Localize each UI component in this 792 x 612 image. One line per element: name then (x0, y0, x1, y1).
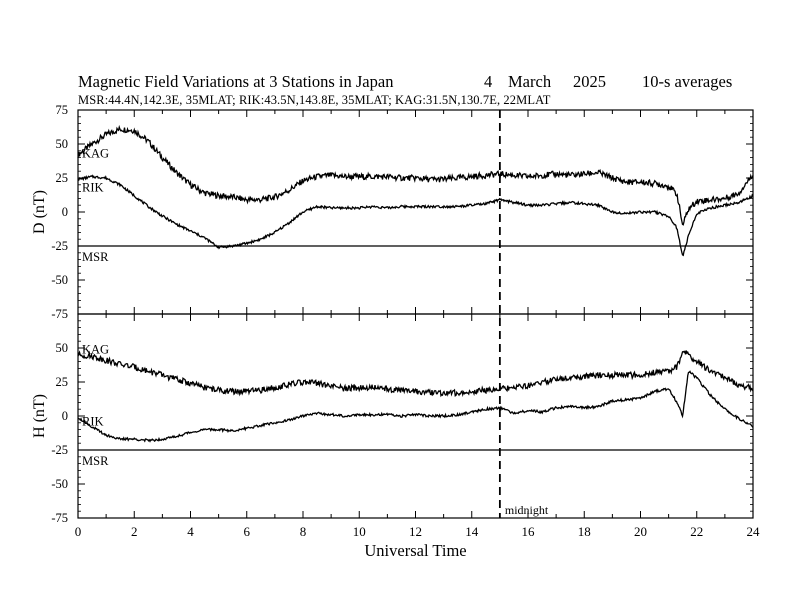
series-label-msr-h: MSR (82, 454, 109, 468)
panel-declination: 75 50 25 0 -25 -50 -75 D (nT) KAG RIK MSR (31, 103, 754, 321)
chart-day: 4 (484, 72, 493, 91)
annotation-midnight: midnight (505, 503, 549, 517)
series-line-rik-d (77, 174, 754, 257)
ytick-label-d: 0 (62, 205, 68, 219)
xlabel: Universal Time (364, 541, 466, 560)
xtick-label: 16 (522, 524, 536, 539)
ytick-label-d: -25 (51, 239, 68, 253)
xtick-label: 6 (244, 524, 251, 539)
ytick-label-d: -50 (51, 273, 68, 287)
ytick-label-h: 50 (56, 341, 69, 355)
series-line-kag-d (77, 124, 754, 226)
ytick-label-h: 25 (56, 375, 69, 389)
ytick-label-h: -25 (51, 443, 68, 457)
ytick-label-d: 75 (56, 103, 69, 117)
series-line-kag-h (77, 350, 754, 398)
xtick-label: 10 (353, 524, 366, 539)
ytick-label-h: 0 (62, 409, 68, 423)
chart-year: 2025 (573, 72, 606, 91)
chart-subtitle-stations: MSR:44.4N,142.3E, 35MLAT; RIK:43.5N,143.… (78, 93, 551, 107)
xtick-label: 4 (187, 524, 194, 539)
chart-averaging: 10-s averages (642, 72, 733, 91)
series-label-kag-d: KAG (82, 147, 109, 161)
xtick-label: 14 (465, 524, 479, 539)
ytick-label-d: 50 (56, 137, 69, 151)
xtick-label: 20 (634, 524, 647, 539)
xtick-label: 2 (131, 524, 138, 539)
xtick-label: 0 (75, 524, 82, 539)
ytick-label-h: -75 (51, 511, 68, 525)
series-label-rik-h: RIK (82, 415, 104, 429)
ytick-label-h: -50 (51, 477, 68, 491)
ylabel-h: H (nT) (31, 394, 48, 438)
ytick-label-d: 25 (56, 171, 69, 185)
chart-month: March (508, 72, 552, 91)
series-line-rik-h (77, 370, 754, 443)
chart-title: Magnetic Field Variations at 3 Stations … (78, 72, 394, 91)
xtick-label: 22 (690, 524, 703, 539)
ytick-label-d: -75 (51, 307, 68, 321)
series-label-msr-d: MSR (82, 250, 109, 264)
xtick-label: 24 (747, 524, 761, 539)
xtick-label: 8 (300, 524, 307, 539)
series-label-kag-h: KAG (82, 342, 109, 356)
ylabel-d: D (nT) (31, 190, 48, 234)
series-label-rik-d: RIK (82, 181, 104, 195)
xtick-label: 18 (578, 524, 591, 539)
xtick-label: 12 (409, 524, 422, 539)
